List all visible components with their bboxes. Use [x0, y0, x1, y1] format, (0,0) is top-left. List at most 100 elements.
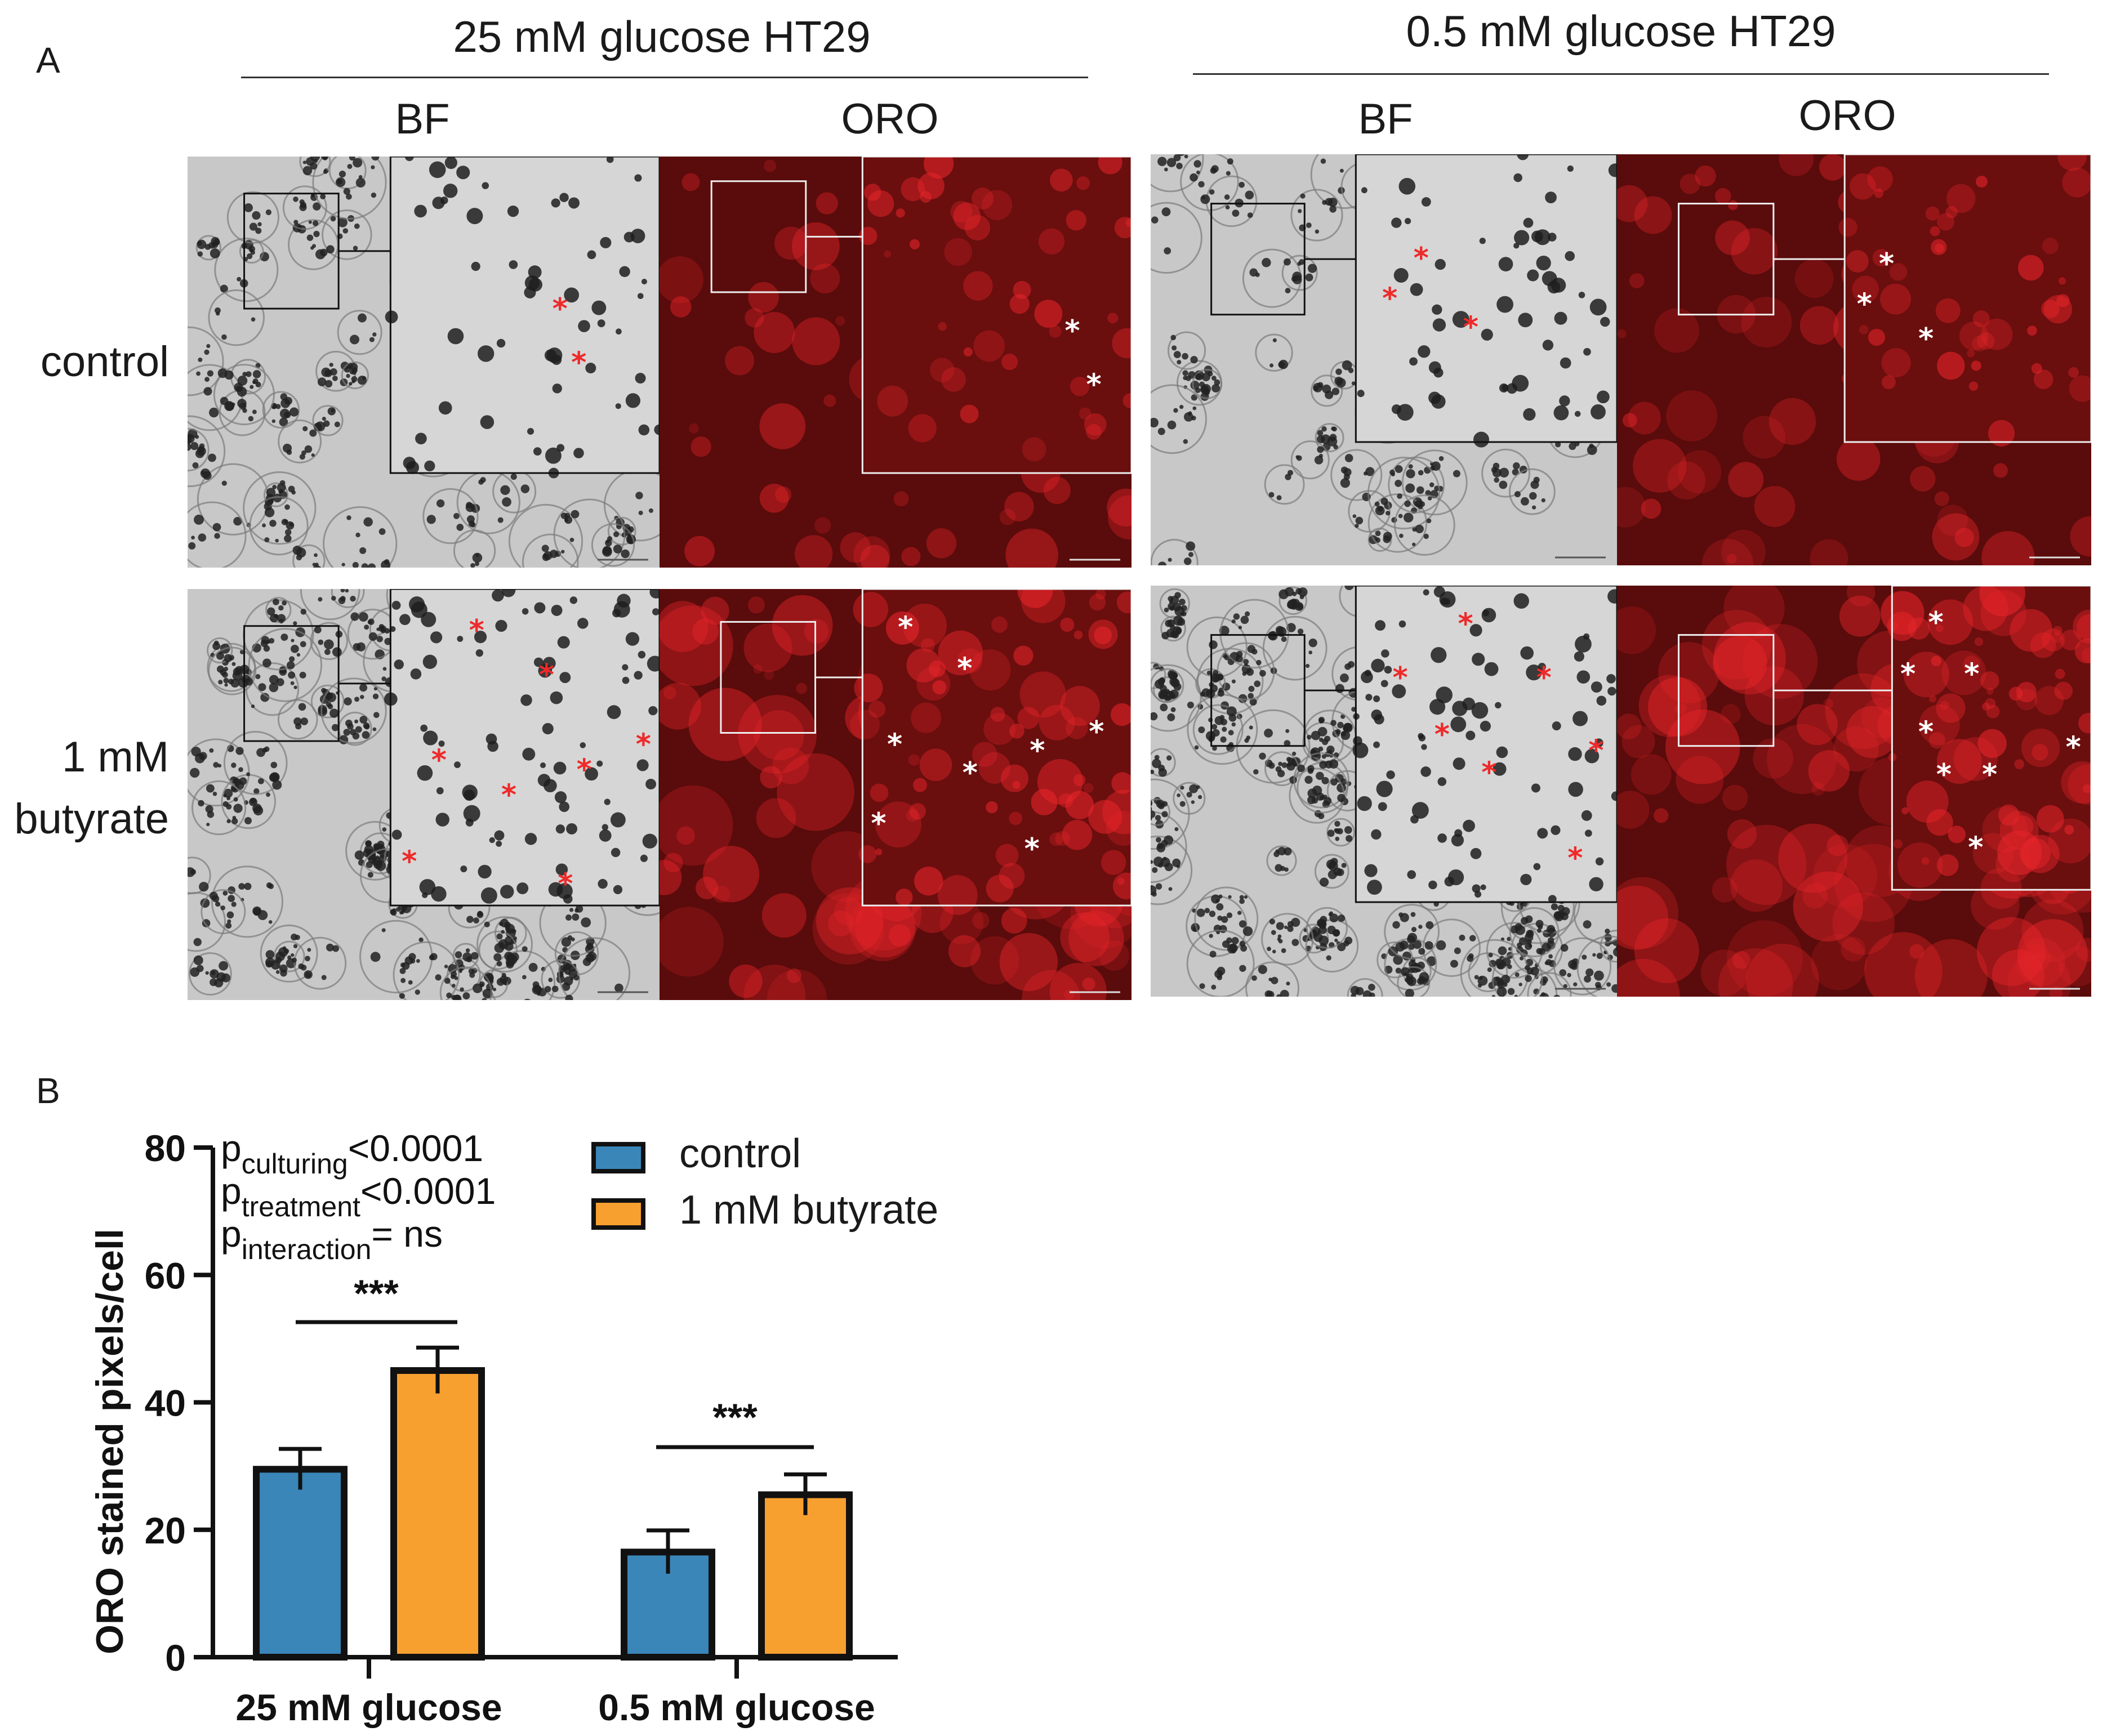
lipid-droplet — [1211, 894, 1220, 904]
oro-signal — [1022, 970, 1080, 1000]
lipid-droplet — [198, 800, 204, 807]
lipid-droplet — [1426, 518, 1432, 524]
oro-signal — [948, 935, 981, 967]
lipid-droplet-zoom — [399, 614, 411, 626]
oro-signal — [1932, 513, 1980, 561]
lipid-droplet-zoom — [1533, 863, 1541, 871]
lipid-droplet — [1237, 911, 1242, 915]
lipid-droplet — [353, 643, 361, 651]
lipid-droplet — [203, 387, 212, 396]
lipid-droplet — [1226, 706, 1237, 717]
lipid-droplet-zoom — [1542, 340, 1554, 351]
oro-signal — [2070, 516, 2091, 557]
oro-signal — [1064, 989, 1075, 1000]
lipid-droplet-zoom — [1410, 815, 1419, 824]
cell-outline — [263, 482, 288, 507]
lipid-droplet-zoom — [495, 619, 507, 632]
lipid-droplet-zoom — [638, 650, 646, 659]
lipid-droplet — [1551, 903, 1558, 911]
lipid-droplet — [1326, 955, 1331, 961]
lipid-droplet-zoom — [1565, 251, 1575, 261]
lipid-droplet — [1333, 867, 1342, 876]
cell-outline — [1367, 457, 1441, 530]
lipid-droplet — [1278, 939, 1283, 944]
lipid-droplet — [351, 380, 355, 383]
lipid-droplet — [1477, 983, 1482, 988]
lipid-droplet — [548, 978, 553, 983]
oro-signal — [1802, 883, 1828, 909]
cell-outline — [1311, 374, 1343, 407]
lipid-droplet — [251, 704, 255, 708]
lipid-droplet — [337, 217, 348, 227]
cell-outline — [1167, 331, 1206, 370]
lipid-droplet — [1524, 933, 1534, 942]
lipid-droplet — [1280, 865, 1286, 871]
lipid-droplet-zoom — [1589, 298, 1607, 316]
oro-signal — [1727, 819, 1757, 849]
oro-signal-zoom — [1897, 842, 1943, 888]
lipid-droplet-zoom — [1496, 746, 1508, 758]
oro-signal-zoom — [2014, 759, 2025, 769]
oro-signal — [1981, 531, 2035, 565]
lipid-droplet — [1281, 636, 1287, 642]
lipid-droplet-zoom — [1391, 217, 1402, 228]
lipid-droplet — [1307, 765, 1315, 773]
lipid-droplet-zoom — [630, 229, 645, 243]
lipid-droplet — [1173, 615, 1183, 626]
lipid-droplet — [1166, 158, 1177, 167]
lipid-droplet — [373, 712, 380, 719]
cell-outline — [265, 597, 292, 623]
lipid-droplet — [282, 443, 292, 453]
x-tick-label: 0.5 mM glucose — [598, 1686, 875, 1728]
lipid-droplet-zoom — [638, 424, 650, 436]
oro-signal — [1823, 698, 1834, 709]
lipid-droplet — [460, 987, 464, 992]
oro-signal — [2017, 919, 2088, 990]
lipid-droplet-zoom — [1357, 796, 1372, 811]
oro-signal-zoom — [2016, 682, 2037, 703]
cell-outline — [1367, 493, 1428, 553]
cell-outline — [1151, 384, 1207, 454]
lipid-droplet — [1418, 470, 1424, 476]
lipid-droplet-zoom — [602, 824, 609, 831]
cell-outline — [1194, 886, 1259, 951]
lipid-droplet — [357, 313, 367, 323]
micrograph-svg: *** — [1151, 154, 1617, 565]
lipid-droplet-zoom — [1384, 666, 1392, 674]
lipid-droplet — [1285, 288, 1291, 294]
oro-signal-zoom — [1112, 872, 1132, 900]
lipid-droplet-zoom — [466, 208, 483, 225]
oro-signal-zoom — [1019, 671, 1066, 718]
lipid-droplet — [1514, 994, 1518, 997]
lipid-droplet-zoom — [478, 864, 492, 879]
lipid-droplet — [244, 203, 253, 212]
lipid-droplet — [482, 988, 493, 999]
oro-signal-zoom — [1936, 739, 1982, 784]
lipid-droplet — [346, 193, 352, 200]
lipid-droplet — [501, 930, 505, 934]
oro-signal-zoom — [1850, 173, 1876, 200]
oro-signal-zoom — [2077, 614, 2091, 641]
lipid-droplet — [336, 178, 342, 185]
lipid-droplet-zoom — [553, 761, 567, 775]
lipid-droplet-zoom — [1433, 368, 1444, 378]
lipid-droplet — [331, 596, 336, 601]
cell-outline — [1192, 704, 1244, 755]
lipid-droplet — [190, 767, 200, 778]
lipid-droplet-zoom — [1371, 658, 1385, 673]
inset-background — [1356, 586, 1617, 903]
lipid-droplet — [1335, 368, 1342, 375]
lipid-droplet-zoom — [1574, 651, 1584, 662]
lipid-droplet — [1316, 771, 1324, 780]
cell-outline — [239, 239, 264, 264]
lipid-droplet — [312, 220, 319, 226]
lipid-droplet — [268, 883, 274, 890]
cell-outline — [292, 544, 326, 568]
oro-signal-zoom — [1959, 321, 1989, 351]
lipid-droplet — [564, 518, 569, 523]
oro-signal-zoom — [1940, 700, 1949, 710]
lipid-droplet — [1287, 921, 1294, 927]
lipid-droplet — [261, 636, 270, 644]
oro-signal-zoom — [1022, 437, 1046, 462]
oro-signal — [660, 256, 703, 304]
